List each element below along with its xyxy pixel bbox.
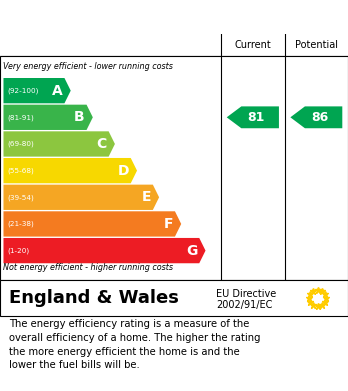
Text: 86: 86 [311, 111, 329, 124]
Text: 2002/91/EC: 2002/91/EC [216, 300, 272, 310]
Polygon shape [3, 131, 115, 157]
Text: 81: 81 [248, 111, 265, 124]
Text: (39-54): (39-54) [8, 194, 34, 201]
Polygon shape [290, 106, 342, 128]
Text: B: B [74, 110, 85, 124]
Polygon shape [3, 185, 159, 210]
Text: Very energy efficient - lower running costs: Very energy efficient - lower running co… [3, 62, 173, 71]
Text: (81-91): (81-91) [8, 114, 34, 120]
Text: (1-20): (1-20) [8, 248, 30, 254]
Text: Energy Efficiency Rating: Energy Efficiency Rating [9, 11, 230, 25]
Text: E: E [142, 190, 151, 204]
Text: Not energy efficient - higher running costs: Not energy efficient - higher running co… [3, 264, 174, 273]
Text: Current: Current [235, 40, 271, 50]
Text: (69-80): (69-80) [8, 141, 34, 147]
Text: England & Wales: England & Wales [9, 289, 179, 307]
Text: (55-68): (55-68) [8, 167, 34, 174]
Polygon shape [3, 158, 137, 183]
Text: G: G [186, 244, 198, 258]
Polygon shape [3, 238, 206, 263]
Polygon shape [3, 105, 93, 130]
Text: F: F [164, 217, 173, 231]
Text: A: A [52, 84, 63, 98]
Text: EU Directive: EU Directive [216, 289, 276, 299]
Text: D: D [118, 163, 129, 178]
Text: The energy efficiency rating is a measure of the
overall efficiency of a home. T: The energy efficiency rating is a measur… [9, 319, 260, 370]
Text: Potential: Potential [295, 40, 338, 50]
Text: C: C [97, 137, 107, 151]
Text: (92-100): (92-100) [8, 88, 39, 94]
Polygon shape [227, 106, 279, 128]
Text: (21-38): (21-38) [8, 221, 34, 227]
Polygon shape [3, 78, 71, 103]
Polygon shape [3, 211, 181, 237]
